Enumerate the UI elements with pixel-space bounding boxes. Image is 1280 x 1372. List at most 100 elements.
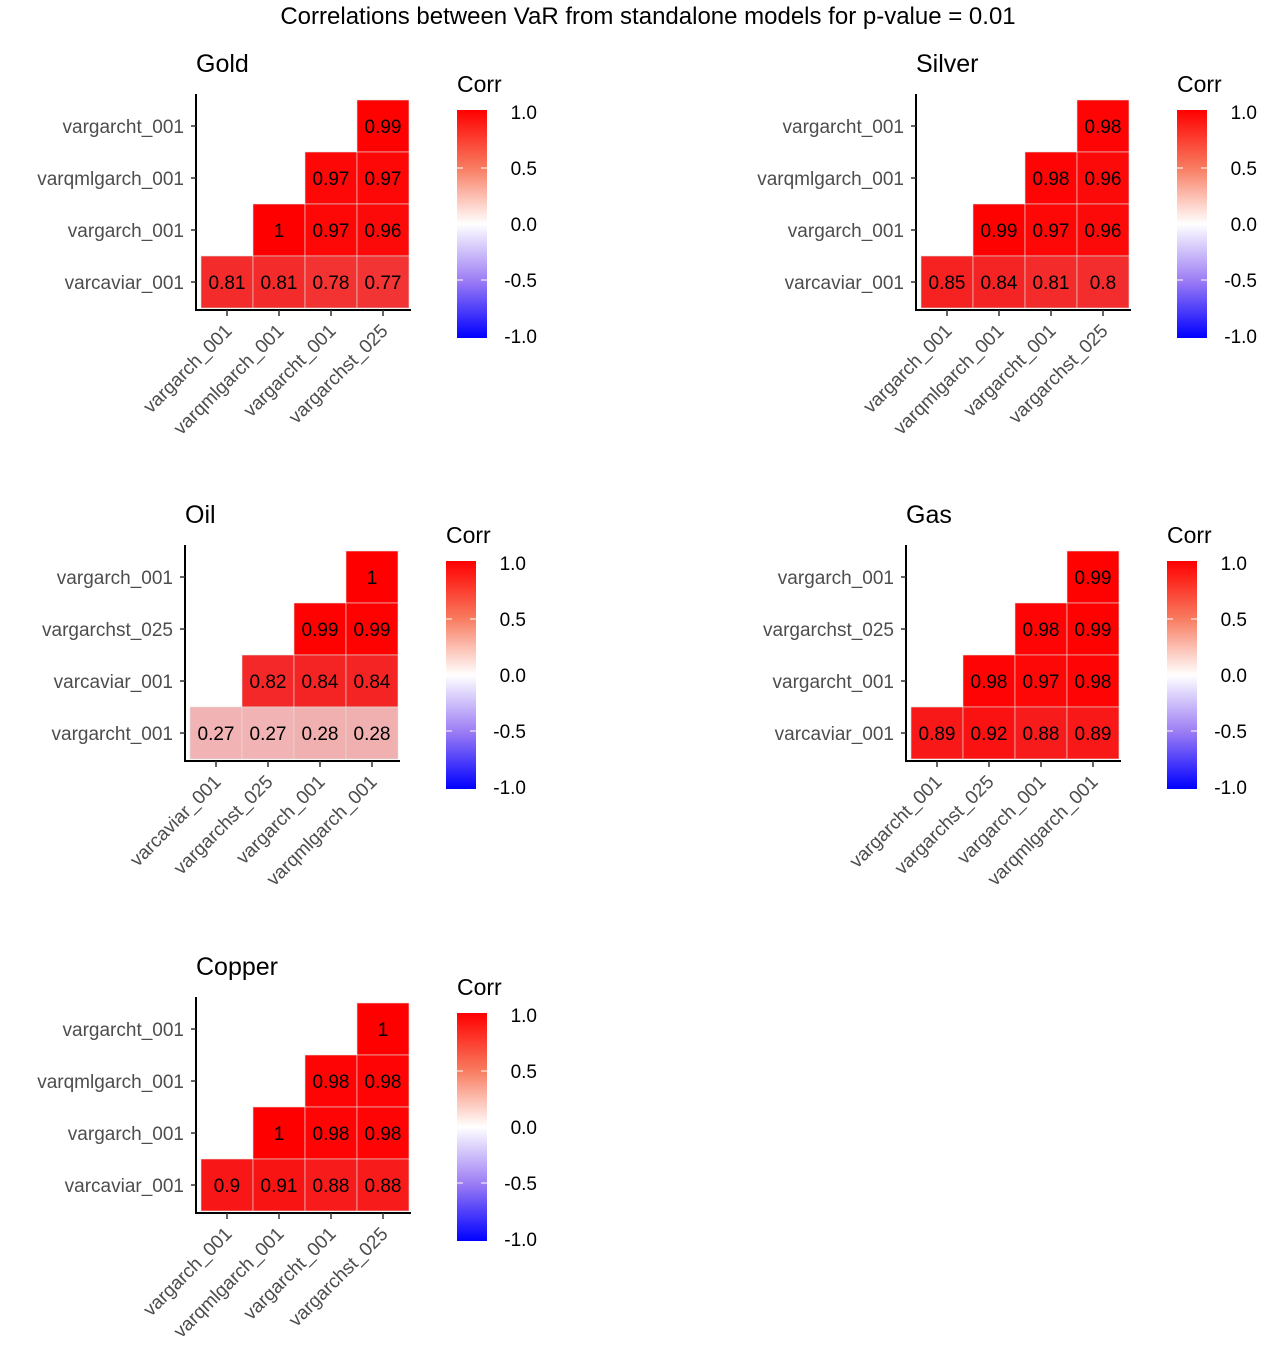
legend-tick-label: -1.0 [504, 1230, 537, 1251]
heatmap-cell [356, 1054, 410, 1108]
legend-tick-label: 1.0 [1231, 103, 1257, 124]
legend-tick-label: 1.0 [511, 1006, 537, 1027]
y-tick-label: vargarchst_025 [763, 620, 894, 641]
legend-tick-label: 1.0 [500, 554, 526, 575]
heatmap-cell [345, 654, 399, 708]
cell-value-label: 0.97 [365, 169, 402, 190]
heatmap-cell [356, 1158, 410, 1212]
legend-tick-label: -0.5 [504, 271, 537, 292]
y-tick-label: vargarcht_001 [52, 724, 173, 745]
heatmap-cell [356, 151, 410, 205]
y-tick-label: vargarch_001 [68, 221, 184, 242]
cell-value-label: 0.96 [1085, 221, 1122, 242]
cell-value-label: 0.84 [302, 672, 339, 693]
heatmap-cell [345, 706, 399, 760]
cell-value-label: 0.89 [919, 724, 956, 745]
cell-value-label: 0.27 [198, 724, 235, 745]
legend-tick-label: -1.0 [1214, 778, 1247, 799]
panel-title: Copper [196, 953, 278, 981]
cell-value-label: 0.99 [981, 221, 1018, 242]
legend-tick-label: 0.0 [500, 666, 526, 687]
y-tick-label: varcaviar_001 [65, 273, 184, 294]
cell-value-label: 0.81 [1033, 273, 1070, 294]
cell-value-label: 0.27 [250, 724, 287, 745]
heatmap-cell [356, 1106, 410, 1160]
heatmap-cell [356, 99, 410, 153]
heatmap-cell [962, 706, 1016, 760]
heatmap-cell [304, 151, 358, 205]
heatmap-cell [1014, 654, 1068, 708]
cell-value-label: 0.96 [1085, 169, 1122, 190]
legend-tick-label: -1.0 [493, 778, 526, 799]
heatmap-cell [356, 255, 410, 309]
cell-value-label: 0.97 [1023, 672, 1060, 693]
cell-value-label: 0.88 [365, 1176, 402, 1197]
y-tick-label: vargarcht_001 [783, 117, 904, 138]
legend-tick-label: -0.5 [504, 1174, 537, 1195]
cell-value-label: 0.84 [354, 672, 391, 693]
heatmap-cell [241, 706, 295, 760]
cell-value-label: 0.99 [1075, 620, 1112, 641]
cell-value-label: 0.98 [313, 1124, 350, 1145]
cell-value-label: 0.98 [1023, 620, 1060, 641]
cell-value-label: 0.77 [365, 273, 402, 294]
y-tick-label: vargarch_001 [68, 1124, 184, 1145]
cell-value-label: 1 [367, 568, 378, 589]
cell-value-label: 0.99 [354, 620, 391, 641]
legend-title: Corr [1177, 71, 1222, 97]
y-tick-label: varqmlgarch_001 [757, 169, 904, 190]
figure-title: Correlations between VaR from standalone… [280, 3, 1015, 30]
y-tick-label: vargarch_001 [778, 568, 894, 589]
heatmap-cell [304, 1054, 358, 1108]
cell-value-label: 0.98 [313, 1072, 350, 1093]
heatmap-cell [910, 706, 964, 760]
x-tick-label: vargarcht_001 [846, 772, 947, 873]
legend-tick-label: 1.0 [511, 103, 537, 124]
legend-tick-label: 0.5 [1231, 159, 1257, 180]
cell-value-label: 0.98 [365, 1072, 402, 1093]
heatmap-cell [189, 706, 243, 760]
legend-tick-label: 1.0 [1221, 554, 1247, 575]
cell-value-label: 0.97 [1033, 221, 1070, 242]
cell-value-label: 0.99 [302, 620, 339, 641]
legend-tick-label: 0.5 [511, 1062, 537, 1083]
cell-value-label: 1 [378, 1020, 389, 1041]
y-tick-label: varcaviar_001 [775, 724, 894, 745]
heatmap-cell [304, 255, 358, 309]
legend-title: Corr [457, 974, 502, 1000]
cell-value-label: 0.84 [981, 273, 1018, 294]
y-tick-label: varqmlgarch_001 [37, 169, 184, 190]
y-tick-label: vargarch_001 [788, 221, 904, 242]
cell-value-label: 0.28 [354, 724, 391, 745]
legend-tick-label: -1.0 [504, 327, 537, 348]
cell-value-label: 0.8 [1090, 273, 1116, 294]
cell-value-label: 0.97 [313, 169, 350, 190]
legend-tick-label: 0.5 [500, 610, 526, 631]
y-tick-label: vargarch_001 [57, 568, 173, 589]
cell-value-label: 0.92 [971, 724, 1008, 745]
heatmap-cell [304, 203, 358, 257]
cell-value-label: 0.82 [250, 672, 287, 693]
cell-value-label: 0.88 [313, 1176, 350, 1197]
y-tick-label: varcaviar_001 [65, 1176, 184, 1197]
cell-value-label: 0.99 [365, 117, 402, 138]
legend-tick-label: -0.5 [1224, 271, 1257, 292]
heatmap-cell [920, 255, 974, 309]
heatmap-cell [252, 1106, 306, 1160]
x-tick-label: vargarch_001 [140, 1224, 237, 1321]
cell-value-label: 0.28 [302, 724, 339, 745]
cell-value-label: 0.85 [929, 273, 966, 294]
heatmap-cell [241, 654, 295, 708]
legend-title: Corr [446, 522, 491, 548]
heatmap-cell [1066, 602, 1120, 656]
cell-value-label: 0.97 [313, 221, 350, 242]
cell-value-label: 0.91 [261, 1176, 298, 1197]
cell-value-label: 0.98 [365, 1124, 402, 1145]
panel-title: Gold [196, 50, 249, 78]
cell-value-label: 0.81 [261, 273, 298, 294]
x-tick-label: vargarch_001 [860, 321, 957, 418]
heatmap-cell [1076, 99, 1130, 153]
cell-value-label: 1 [274, 221, 285, 242]
cell-value-label: 0.89 [1075, 724, 1112, 745]
